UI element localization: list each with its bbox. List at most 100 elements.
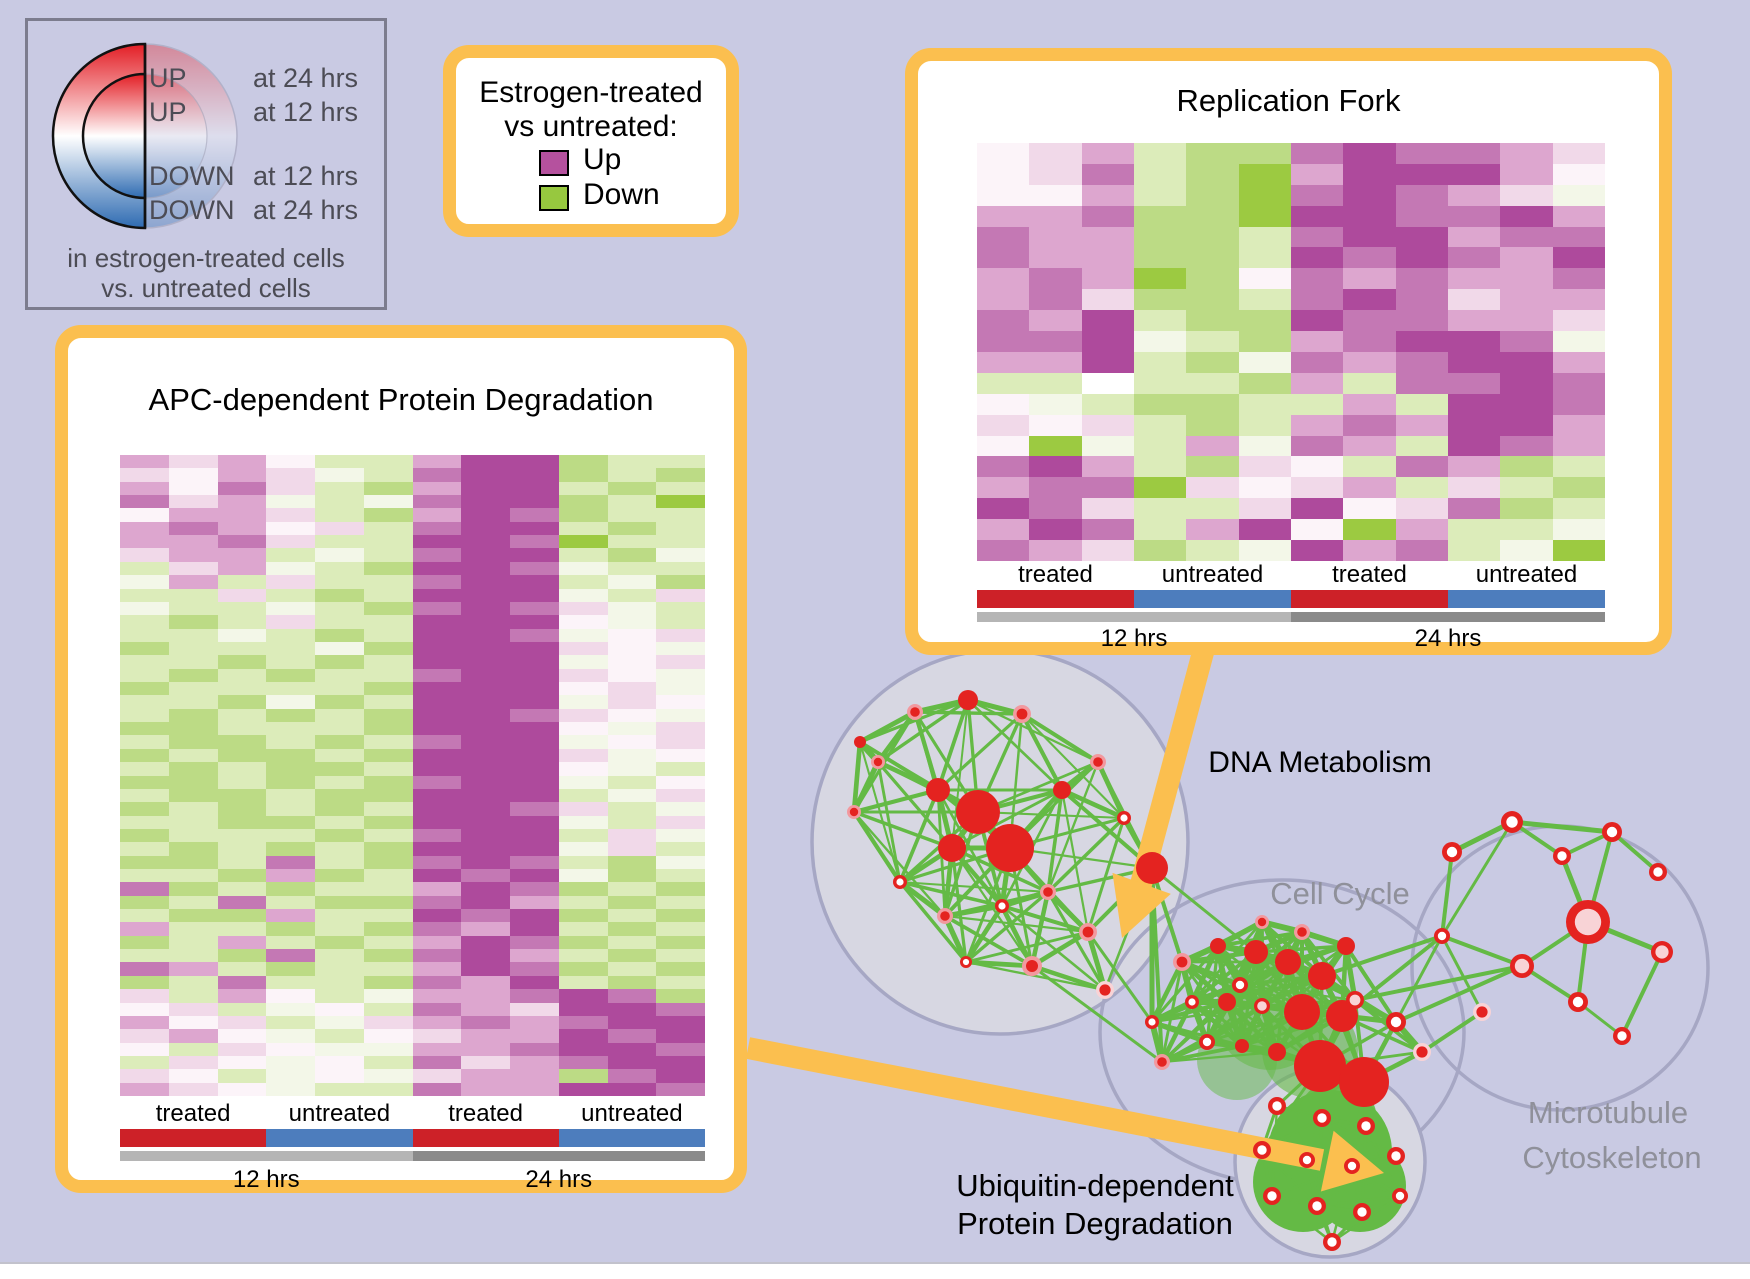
heatmap-cell: [977, 414, 1030, 436]
heatmap-cell: [217, 1015, 267, 1030]
heatmap-cell: [1186, 372, 1239, 394]
heatmap-cell: [168, 775, 218, 789]
heatmap-cell: [607, 655, 657, 669]
heatmap-cell: [461, 601, 510, 616]
heatmap-cell: [412, 601, 462, 616]
heatmap-cell: [1500, 184, 1553, 206]
network-edge: [1440, 935, 1484, 1013]
heatmap-cell: [1133, 414, 1187, 436]
heatmap-cell: [1238, 205, 1291, 227]
heatmap-cell: [120, 1002, 169, 1016]
heatmap-cell: [412, 708, 462, 723]
heatmap-cell: [1081, 456, 1134, 478]
heatmap-cell: [120, 1042, 169, 1056]
heatmap-cell: [1552, 163, 1605, 185]
network-node-core: [1093, 757, 1103, 767]
heatmap-cell: [1395, 372, 1448, 394]
network-node-core: [1082, 926, 1094, 938]
heatmap-cell: [461, 548, 510, 562]
heatmap-cell: [1395, 498, 1448, 520]
heatmap-cell: [510, 815, 559, 829]
heatmap-cell: [1133, 268, 1187, 290]
heatmap-cell: [558, 668, 608, 683]
heatmap-cell: [168, 548, 218, 562]
heatmap-cell: [217, 1069, 267, 1083]
heatmap-cell: [656, 468, 705, 482]
heatmap-cell: [1290, 268, 1344, 290]
heatmap-cell: [1029, 351, 1082, 373]
heatmap-cell: [1238, 435, 1291, 457]
heatmap-cell: [412, 1029, 462, 1043]
heatmap-cell: [1186, 205, 1239, 227]
network-node-core: [1349, 994, 1361, 1006]
heatmap-cell: [607, 882, 657, 896]
heatmap-cell: [217, 695, 267, 709]
heatmap-cell: [607, 1015, 657, 1030]
network-edge: [1420, 1010, 1484, 1054]
heatmap-cell: [168, 989, 218, 1003]
network-node: [1284, 994, 1320, 1030]
heatmap-cell: [1552, 519, 1605, 541]
network-node: [956, 790, 1000, 834]
network-edge: [1020, 712, 1100, 764]
heatmap-cell: [1395, 247, 1448, 269]
heatmap-cell: [120, 935, 169, 950]
heatmap-cell: [461, 722, 510, 736]
heatmap-cell: [412, 788, 462, 803]
network-edge: [853, 811, 946, 917]
network-edge: [1237, 984, 1245, 1047]
heatmap-cell: [510, 521, 559, 536]
heatmap-cell: [1343, 498, 1396, 520]
heatmap-cell: [217, 975, 267, 990]
heatmap-cell: [1290, 372, 1344, 394]
heatmap-cell: [1552, 540, 1605, 561]
heatmap-cell: [510, 735, 559, 749]
heatmap-cell: [168, 601, 218, 616]
heatmap-cell: [1186, 477, 1239, 499]
heatmap-cell: [1500, 456, 1553, 478]
heatmap-cell: [1290, 498, 1344, 520]
network-node-core: [1099, 984, 1111, 996]
figure-bottom-rule: [0, 1262, 1750, 1264]
col-group-label: treated: [1332, 561, 1407, 588]
heatmap-cell: [266, 1002, 315, 1016]
heatmap-cell: [363, 975, 413, 990]
heatmap-cell: [168, 762, 218, 776]
heatmap-cell: [315, 882, 364, 896]
network-edge: [1610, 830, 1660, 874]
heatmap-cell: [558, 815, 608, 829]
network-node: [1268, 1043, 1286, 1061]
heatmap-cell: [120, 628, 169, 642]
heatmap-cell: [1290, 351, 1344, 373]
heatmap-cell: [1447, 289, 1501, 311]
heatmap-cell: [217, 762, 267, 776]
network-node-core: [1416, 1046, 1428, 1058]
heatmap-cell: [461, 949, 510, 963]
heatmap-cell: [315, 481, 364, 496]
heatmap-cell: [1081, 268, 1134, 290]
heatmap-cell: [217, 521, 267, 536]
heatmap-cell: [266, 788, 315, 803]
heatmap-cell: [461, 1055, 510, 1070]
ring-up-outer-label: UP: [149, 63, 187, 93]
heatmap-cell: [510, 1042, 559, 1056]
heatmap-cell: [1500, 331, 1553, 352]
heatmap-cell: [656, 842, 705, 856]
heatmap-cell: [1029, 456, 1082, 478]
network-node-core: [1120, 814, 1128, 822]
heatmap-cell: [266, 535, 315, 549]
heatmap-cell: [266, 695, 315, 709]
heatmap-cell: [510, 949, 559, 963]
time-label: 24 hrs: [525, 1166, 593, 1193]
heatmap-cell: [1290, 289, 1344, 311]
heatmap-cell: [607, 508, 657, 522]
heatmap-cell: [363, 668, 413, 683]
heatmap-cell: [315, 868, 364, 883]
heatmap-cell: [1029, 163, 1082, 185]
heatmap-cell: [656, 909, 705, 923]
heatmap-cell: [363, 895, 413, 910]
heatmap-cell: [412, 802, 462, 816]
heatmap-cell: [1447, 247, 1501, 269]
heatmap-cell: [363, 548, 413, 562]
heatmap-cell: [607, 762, 657, 776]
